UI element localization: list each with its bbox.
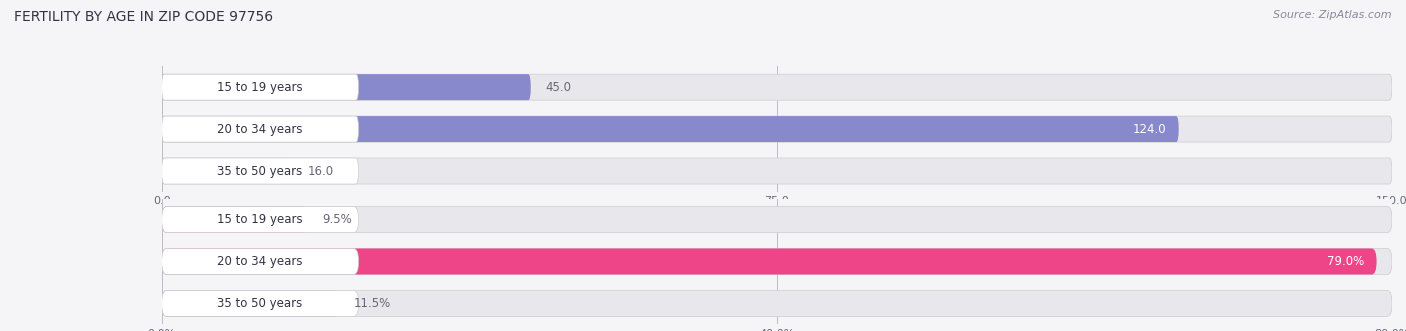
- Text: 15 to 19 years: 15 to 19 years: [218, 81, 302, 94]
- Text: 35 to 50 years: 35 to 50 years: [218, 165, 302, 177]
- Text: Source: ZipAtlas.com: Source: ZipAtlas.com: [1274, 10, 1392, 20]
- Text: FERTILITY BY AGE IN ZIP CODE 97756: FERTILITY BY AGE IN ZIP CODE 97756: [14, 10, 273, 24]
- FancyBboxPatch shape: [162, 158, 292, 184]
- Text: 15 to 19 years: 15 to 19 years: [218, 213, 302, 226]
- FancyBboxPatch shape: [162, 249, 359, 274]
- Text: 16.0: 16.0: [308, 165, 333, 177]
- FancyBboxPatch shape: [162, 74, 359, 100]
- FancyBboxPatch shape: [162, 207, 1392, 233]
- FancyBboxPatch shape: [162, 116, 359, 142]
- FancyBboxPatch shape: [162, 116, 1178, 142]
- FancyBboxPatch shape: [162, 158, 1392, 184]
- Text: 124.0: 124.0: [1133, 122, 1167, 136]
- FancyBboxPatch shape: [162, 249, 1376, 274]
- Text: 79.0%: 79.0%: [1327, 255, 1364, 268]
- FancyBboxPatch shape: [162, 249, 1392, 274]
- Text: 35 to 50 years: 35 to 50 years: [218, 297, 302, 310]
- FancyBboxPatch shape: [162, 290, 339, 316]
- FancyBboxPatch shape: [162, 158, 359, 184]
- FancyBboxPatch shape: [162, 290, 1392, 316]
- Text: 11.5%: 11.5%: [353, 297, 391, 310]
- Text: 20 to 34 years: 20 to 34 years: [218, 255, 302, 268]
- FancyBboxPatch shape: [162, 207, 308, 233]
- Text: 20 to 34 years: 20 to 34 years: [218, 122, 302, 136]
- Text: 45.0: 45.0: [546, 81, 571, 94]
- Text: 9.5%: 9.5%: [322, 213, 353, 226]
- FancyBboxPatch shape: [162, 290, 359, 316]
- FancyBboxPatch shape: [162, 116, 1392, 142]
- FancyBboxPatch shape: [162, 74, 1392, 100]
- FancyBboxPatch shape: [162, 74, 531, 100]
- FancyBboxPatch shape: [162, 207, 359, 233]
